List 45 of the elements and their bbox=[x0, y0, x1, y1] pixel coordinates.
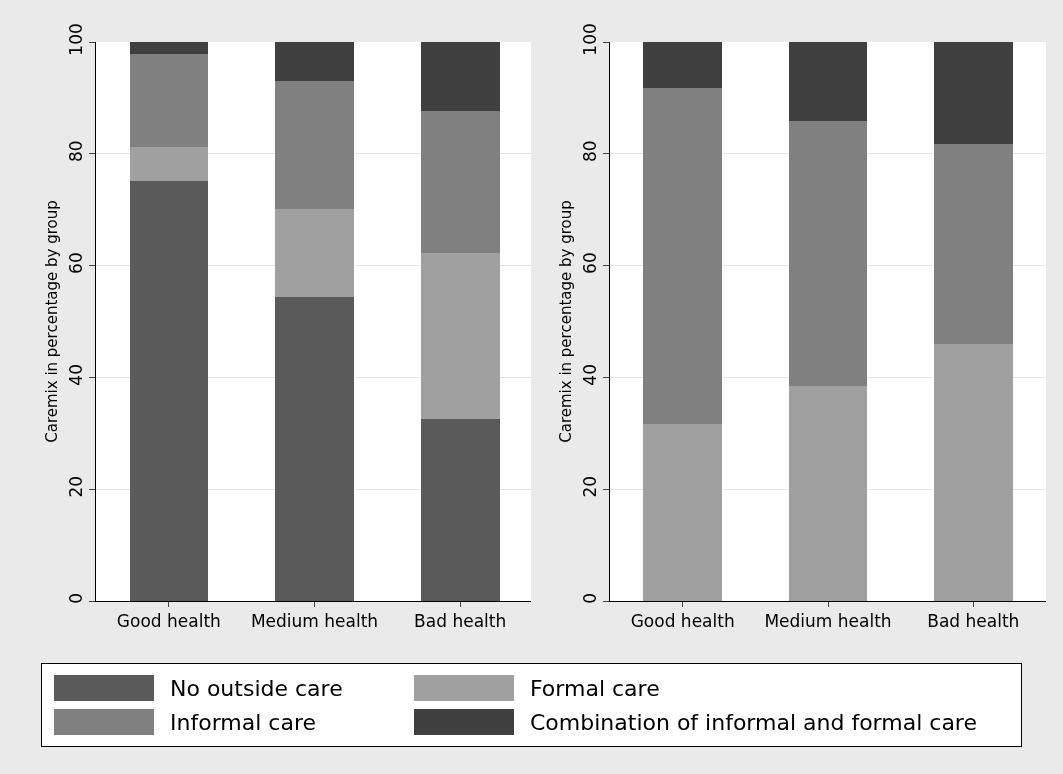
bar bbox=[643, 87, 722, 424]
x-tick-label: Bad health bbox=[414, 611, 507, 632]
bar bbox=[275, 42, 354, 81]
bar bbox=[934, 143, 1013, 344]
bar bbox=[420, 419, 500, 601]
bar bbox=[420, 111, 500, 254]
bar bbox=[934, 42, 1013, 144]
bar bbox=[129, 146, 209, 182]
bar bbox=[643, 423, 722, 601]
y-tick-label: 20 bbox=[580, 475, 601, 498]
bar bbox=[275, 80, 354, 210]
bar bbox=[129, 181, 209, 601]
x-tick-label: Good health bbox=[116, 611, 221, 632]
legend-label: Combination of informal and formal care bbox=[530, 709, 977, 735]
y-tick-label: 100 bbox=[580, 23, 601, 56]
y-tick-label: 20 bbox=[66, 475, 87, 498]
y-tick-label: 0 bbox=[580, 593, 601, 604]
y-axis-title: Caremix in percentage by group bbox=[43, 200, 62, 443]
bar bbox=[643, 42, 722, 88]
legend-label: No outside care bbox=[170, 675, 343, 701]
x-tick-label: Medium health bbox=[250, 611, 379, 632]
y-tick-label: 100 bbox=[66, 23, 87, 56]
x-tick-label: Medium health bbox=[764, 611, 892, 632]
bar bbox=[420, 42, 500, 112]
bar bbox=[275, 209, 354, 297]
y-tick-label: 80 bbox=[580, 140, 601, 163]
bar bbox=[788, 42, 868, 121]
y-axis-title: Caremix in percentage by group bbox=[557, 200, 576, 443]
legend-label: Formal care bbox=[530, 675, 660, 701]
y-tick-label: 40 bbox=[66, 364, 87, 386]
legend-label: Informal care bbox=[170, 709, 316, 735]
y-tick-label: 0 bbox=[66, 593, 87, 604]
bar bbox=[129, 54, 209, 147]
bar bbox=[275, 296, 354, 601]
y-tick-label: 60 bbox=[66, 252, 87, 274]
y-tick-label: 80 bbox=[66, 140, 87, 163]
x-tick-label: Good health bbox=[630, 611, 735, 632]
x-tick-label: Bad health bbox=[927, 611, 1020, 632]
bar bbox=[788, 386, 868, 601]
bar bbox=[129, 42, 209, 55]
y-tick-label: 60 bbox=[580, 252, 601, 274]
bar bbox=[788, 120, 868, 387]
bar bbox=[420, 253, 500, 420]
y-tick-label: 40 bbox=[580, 364, 601, 386]
bar bbox=[934, 343, 1013, 601]
